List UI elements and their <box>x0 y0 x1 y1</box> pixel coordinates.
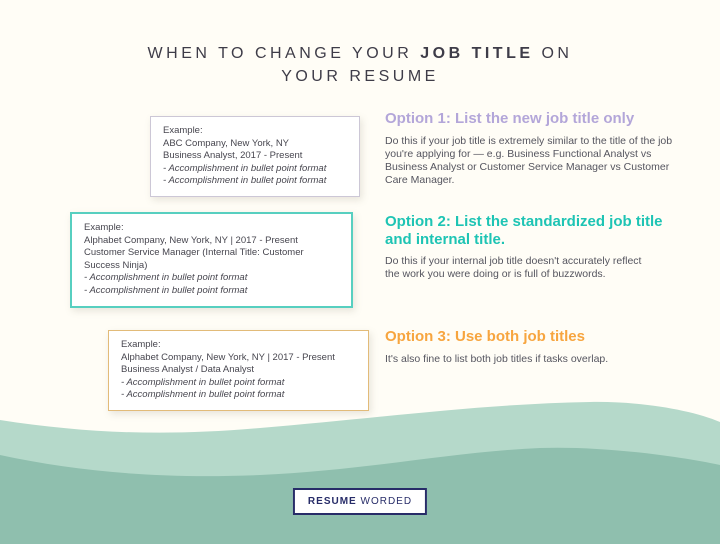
example-bullet: - Accomplishment in bullet point format <box>163 175 327 187</box>
logo-word-worded: WORDED <box>360 496 413 507</box>
logo-word-resume: RESUME <box>307 496 357 507</box>
example-company-line: Alphabet Company, New York, NY | 2017 - … <box>84 234 298 246</box>
option-3-block: Option 3: Use both job titles It's also … <box>385 328 687 366</box>
example-title-line: Business Analyst, 2017 - Present <box>163 150 303 162</box>
title-line-2: YOUR RESUME <box>281 68 439 85</box>
option-2-heading: Option 2: List the standardized job titl… <box>385 213 663 248</box>
example-bullet: - Accomplishment in bullet point format <box>121 376 285 388</box>
example-label: Example: <box>121 339 161 350</box>
example-box-option-3: Example: Alphabet Company, New York, NY … <box>108 330 369 411</box>
option-1-body: Do this if your job title is extremely s… <box>385 134 673 187</box>
example-title-line: Business Analyst / Data Analyst <box>121 364 255 376</box>
title-part-1: WHEN TO CHANGE YOUR <box>147 45 421 62</box>
example-title-line: Customer Service Manager (Internal Title… <box>84 247 304 271</box>
option-2-block: Option 2: List the standardized job titl… <box>385 213 687 281</box>
wave-decoration <box>0 401 720 544</box>
example-label: Example: <box>84 222 124 233</box>
example-label: Example: <box>163 125 203 136</box>
page-title: WHEN TO CHANGE YOUR JOB TITLE ON YOUR RE… <box>0 42 720 88</box>
example-company-line: ABC Company, New York, NY <box>163 137 290 149</box>
resume-worded-logo: RESUME WORDED <box>292 488 428 515</box>
example-bullet: - Accomplishment in bullet point format <box>84 272 248 284</box>
example-box-option-1: Example: ABC Company, New York, NY Busin… <box>150 116 360 197</box>
option-3-body: It's also fine to list both job titles i… <box>385 352 609 365</box>
option-1-heading: Option 1: List the new job title only <box>385 110 635 127</box>
example-box-option-2: Example: Alphabet Company, New York, NY … <box>70 212 353 308</box>
option-1-block: Option 1: List the new job title only Do… <box>385 110 687 187</box>
title-part-3: ON <box>533 45 573 62</box>
title-part-bold: JOB TITLE <box>420 45 534 62</box>
example-bullet: - Accomplishment in bullet point format <box>163 162 327 174</box>
example-company-line: Alphabet Company, New York, NY | 2017 - … <box>121 351 335 363</box>
option-2-body: Do this if your internal job title doesn… <box>385 255 642 281</box>
example-bullet: - Accomplishment in bullet point format <box>84 284 248 296</box>
option-3-heading: Option 3: Use both job titles <box>385 328 585 345</box>
example-bullet: - Accomplishment in bullet point format <box>121 389 285 401</box>
